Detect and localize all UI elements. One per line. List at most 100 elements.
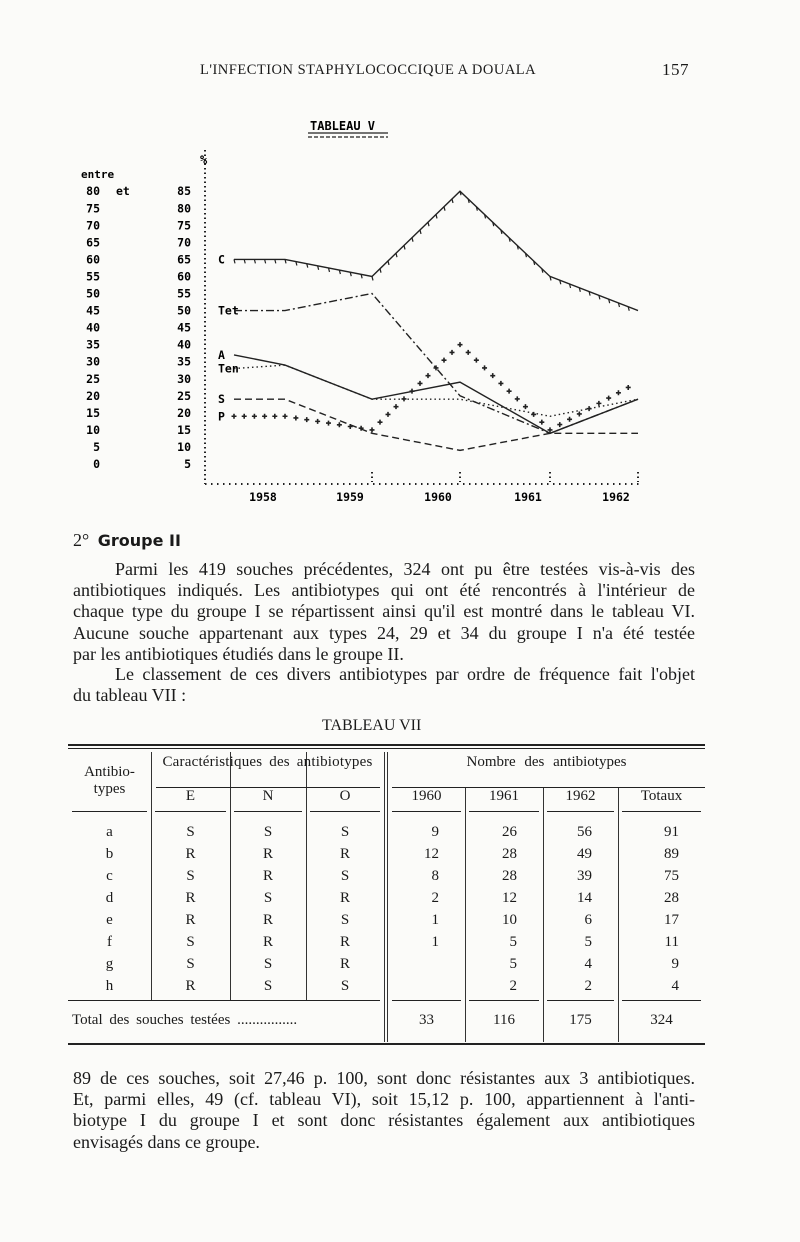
header-bottom-rule [234, 811, 302, 812]
series-marker-p [514, 396, 520, 402]
table-cell: h [105, 978, 114, 994]
table-cell: R [339, 890, 350, 906]
series-marker-c [443, 206, 446, 211]
series-label-s: S [218, 392, 225, 406]
table-title: TABLEAU VII [322, 717, 422, 734]
text-line: par les antibiotiques étudiés dans le gr… [73, 643, 404, 664]
y-tick-low: 0 [93, 457, 100, 471]
y-tick-low: 30 [86, 355, 100, 369]
series-line-tet [234, 292, 639, 435]
section-heading: 2° Groupe II [73, 530, 181, 551]
table-cell: R [185, 912, 196, 928]
series-marker-p [615, 390, 621, 396]
table-cell: 5 [584, 934, 593, 950]
series-marker-p [547, 427, 553, 433]
text-line: Aucune souche appartenant aux types 24, … [73, 622, 695, 643]
text-line: chaque type du groupe I se répartissent … [73, 601, 695, 622]
table-cell: 56 [577, 824, 592, 840]
column-divider-double [387, 752, 388, 1042]
series-line-c [234, 190, 639, 312]
series-marker-p [409, 388, 415, 394]
series-marker-c [253, 259, 256, 264]
text-line: antibiotiques indiqués. Les antibiotypes… [73, 580, 695, 601]
series-marker-c [387, 260, 390, 266]
series-marker-c [559, 280, 562, 285]
y-tick-low: 65 [86, 235, 100, 249]
subheader-1960: 1960 [411, 788, 442, 804]
text-line: envisagés dans ce groupe. [73, 1131, 260, 1152]
series-marker-c [295, 261, 298, 266]
table-cell: R [262, 934, 273, 950]
table-cell: R [339, 956, 350, 972]
text-line: Et, parmi elles, 49 (cf. tableau VI), so… [73, 1089, 695, 1110]
series-marker-p [498, 380, 504, 386]
subheader-rule [156, 787, 380, 788]
total-value: 33 [419, 1012, 434, 1028]
series-marker-p [433, 365, 439, 371]
table-row: g S S R 5 4 9 [68, 955, 705, 975]
table-cell: 12 [424, 846, 439, 862]
series-marker-c [475, 206, 478, 211]
y-tick-high: 70 [177, 235, 191, 249]
table-cell: R [262, 846, 273, 862]
table-cell: a [106, 824, 113, 840]
series-marker-c [327, 267, 331, 273]
header-bottom-rule [547, 811, 614, 812]
text-line: biotype I du groupe I et sont donc résis… [73, 1110, 695, 1131]
y-tick-high: 15 [177, 423, 191, 437]
subheader-o: O [339, 788, 351, 804]
table-top-rule [68, 744, 705, 746]
series-marker-c [533, 260, 536, 266]
series-marker-c [608, 299, 611, 304]
table-cell: 11 [664, 934, 679, 950]
y-tick-high: 50 [177, 304, 191, 318]
series-marker-c [435, 214, 438, 219]
series-marker-p [336, 422, 342, 428]
table-cell: 10 [502, 912, 517, 928]
header-bottom-rule [392, 811, 461, 812]
table-cell: S [263, 956, 273, 972]
series-marker-c [500, 229, 503, 235]
series-marker-p [457, 342, 463, 348]
series-marker-p [347, 423, 353, 429]
table-cell: 5 [509, 934, 518, 950]
series-marker-c [492, 222, 495, 227]
y-tick-low: 80 [86, 184, 100, 198]
table-cell: 4 [671, 978, 680, 994]
running-title: L'INFECTION STAPHYLOCOCCIQUE A DOUALA [200, 62, 537, 78]
table-cell: S [186, 934, 195, 950]
series-marker-c [411, 237, 414, 242]
series-marker-c [541, 268, 544, 273]
header-bottom-rule [469, 811, 539, 812]
table-row: c S R S 8 28 39 75 [68, 867, 705, 887]
table-cell: 49 [577, 846, 592, 862]
y-tick-low: 75 [86, 201, 100, 215]
table-cell: R [339, 846, 350, 862]
table-cell: 17 [664, 912, 679, 928]
table-cell: S [340, 868, 350, 884]
y-tick-low: 15 [86, 406, 100, 420]
text-line: 89 de ces souches, soit 27,46 p. 100, so… [73, 1068, 695, 1088]
series-marker-p [441, 357, 447, 363]
series-label-c: C [218, 252, 225, 266]
y-tick-mid: et [116, 184, 130, 198]
y-tick-high: 40 [177, 338, 191, 352]
y-tick-high: 45 [177, 321, 191, 335]
subheader-totaux: Totaux [640, 788, 683, 804]
series-marker-p [241, 413, 247, 419]
series-marker-c [568, 283, 572, 289]
series-marker-c [306, 263, 309, 268]
series-marker-c [627, 306, 630, 311]
column-divider [230, 752, 231, 1000]
table-cell: d [105, 890, 114, 906]
text-line: Le classement de ces divers antibiotypes… [115, 664, 695, 684]
series-marker-p [625, 384, 631, 390]
table-cell: 9 [431, 824, 440, 840]
text-line: du tableau VII : [73, 685, 187, 706]
series-marker-p [425, 373, 431, 379]
series-marker-p [522, 404, 528, 410]
column-divider [465, 787, 466, 1042]
series-marker-p [417, 380, 423, 386]
y-tick-high: 65 [177, 252, 191, 266]
y-tick-low: 60 [86, 252, 100, 266]
